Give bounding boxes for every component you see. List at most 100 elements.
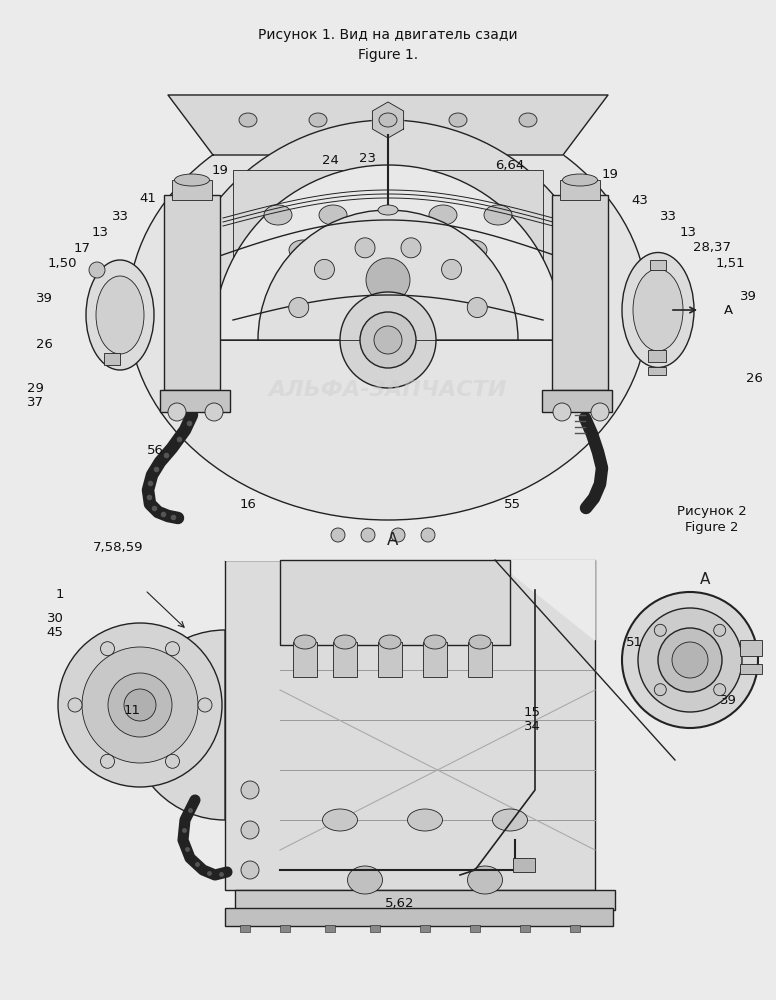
Wedge shape xyxy=(130,630,225,820)
Ellipse shape xyxy=(633,269,683,351)
Circle shape xyxy=(401,238,421,258)
Ellipse shape xyxy=(348,866,383,894)
Circle shape xyxy=(89,262,105,278)
Bar xyxy=(560,180,600,200)
Bar xyxy=(740,664,762,674)
Text: 5,62: 5,62 xyxy=(385,898,414,910)
Text: 45: 45 xyxy=(47,626,64,640)
Circle shape xyxy=(168,403,186,421)
Text: 37: 37 xyxy=(26,396,43,410)
Text: 17: 17 xyxy=(74,241,91,254)
Bar xyxy=(648,367,666,375)
Text: 26: 26 xyxy=(746,371,763,384)
Text: АЛЬФА-ЗАПЧАСТИ: АЛЬФА-ЗАПЧАСТИ xyxy=(268,380,508,400)
Ellipse shape xyxy=(449,113,467,127)
Bar xyxy=(378,642,402,677)
Text: 29: 29 xyxy=(26,381,43,394)
Circle shape xyxy=(714,624,726,636)
Bar xyxy=(172,180,212,200)
Text: A: A xyxy=(387,531,399,549)
Ellipse shape xyxy=(264,205,292,225)
Text: 1,50: 1,50 xyxy=(47,256,77,269)
Ellipse shape xyxy=(96,276,144,354)
Circle shape xyxy=(622,592,758,728)
Text: Рисунок 2: Рисунок 2 xyxy=(677,506,747,518)
Bar xyxy=(740,640,762,656)
Circle shape xyxy=(421,528,435,542)
Circle shape xyxy=(241,861,259,879)
Circle shape xyxy=(374,326,402,354)
Bar xyxy=(552,195,608,390)
Bar xyxy=(570,925,580,932)
Circle shape xyxy=(58,623,222,787)
Text: 13: 13 xyxy=(680,227,697,239)
Text: A: A xyxy=(723,304,733,316)
Ellipse shape xyxy=(467,866,503,894)
Text: A: A xyxy=(700,572,710,587)
Circle shape xyxy=(714,684,726,696)
Circle shape xyxy=(638,608,742,712)
Text: 30: 30 xyxy=(47,611,64,624)
Circle shape xyxy=(205,403,223,421)
Text: 19: 19 xyxy=(212,163,228,176)
Ellipse shape xyxy=(519,113,537,127)
Bar xyxy=(513,858,535,872)
Circle shape xyxy=(340,292,436,388)
Text: 26: 26 xyxy=(36,338,53,352)
Ellipse shape xyxy=(469,635,491,649)
Circle shape xyxy=(331,528,345,542)
Ellipse shape xyxy=(622,252,694,367)
Bar xyxy=(420,925,430,932)
Bar xyxy=(225,560,595,890)
Text: 24: 24 xyxy=(321,153,338,166)
Text: 15: 15 xyxy=(524,706,541,718)
Circle shape xyxy=(165,642,179,656)
Text: Рисунок 1. Вид на двигатель сзади: Рисунок 1. Вид на двигатель сзади xyxy=(258,28,518,42)
Ellipse shape xyxy=(175,174,210,186)
Circle shape xyxy=(314,259,334,279)
Text: 19: 19 xyxy=(601,168,618,182)
Ellipse shape xyxy=(374,240,402,260)
Text: 34: 34 xyxy=(524,720,540,734)
Ellipse shape xyxy=(379,635,401,649)
Text: 6,64: 6,64 xyxy=(495,158,525,172)
Ellipse shape xyxy=(484,205,512,225)
Ellipse shape xyxy=(407,809,442,831)
Text: 11: 11 xyxy=(123,704,140,716)
Ellipse shape xyxy=(86,260,154,370)
Bar xyxy=(650,260,666,270)
Circle shape xyxy=(672,642,708,678)
Circle shape xyxy=(241,781,259,799)
Polygon shape xyxy=(372,102,404,138)
Bar xyxy=(423,642,447,677)
Bar xyxy=(468,642,492,677)
Bar xyxy=(325,925,335,932)
Circle shape xyxy=(658,628,722,692)
Ellipse shape xyxy=(323,809,358,831)
Ellipse shape xyxy=(239,113,257,127)
Wedge shape xyxy=(258,210,518,340)
Ellipse shape xyxy=(563,174,598,186)
Bar xyxy=(648,350,666,362)
Circle shape xyxy=(165,754,179,768)
Text: 41: 41 xyxy=(140,192,157,205)
Circle shape xyxy=(241,821,259,839)
Text: 55: 55 xyxy=(504,497,521,510)
Text: 39: 39 xyxy=(36,292,53,304)
Bar xyxy=(104,353,120,365)
Circle shape xyxy=(198,698,212,712)
Circle shape xyxy=(366,258,410,302)
Circle shape xyxy=(101,642,115,656)
Text: 43: 43 xyxy=(632,194,649,207)
Bar xyxy=(160,390,230,412)
Bar xyxy=(233,170,543,280)
Ellipse shape xyxy=(334,635,356,649)
Text: Figure 2: Figure 2 xyxy=(685,522,739,534)
Bar xyxy=(370,925,380,932)
Text: 1: 1 xyxy=(56,588,64,601)
Wedge shape xyxy=(213,165,563,340)
Bar xyxy=(333,642,357,677)
Circle shape xyxy=(360,312,416,368)
Polygon shape xyxy=(168,95,608,155)
Ellipse shape xyxy=(379,113,397,127)
